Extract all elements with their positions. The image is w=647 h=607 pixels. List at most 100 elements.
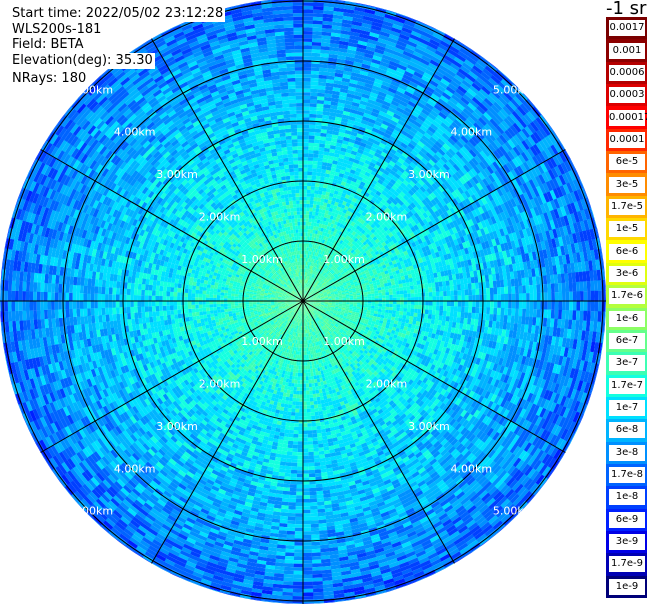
radar-cell xyxy=(267,302,271,304)
radar-cell xyxy=(293,296,297,299)
radar-cell xyxy=(282,205,287,210)
radar-cell xyxy=(297,296,301,299)
radar-cell xyxy=(304,294,306,298)
radar-cell xyxy=(309,309,313,312)
radar-cell xyxy=(310,301,314,303)
radar-cell xyxy=(296,302,300,304)
radar-cell xyxy=(308,294,312,297)
radar-cell xyxy=(304,294,306,298)
radar-cell xyxy=(305,380,309,384)
radar-cell xyxy=(297,296,301,299)
radar-cell xyxy=(297,287,300,291)
radar-cell xyxy=(209,304,214,308)
radar-cell xyxy=(306,390,310,395)
radar-cell xyxy=(293,383,298,388)
radar-cell xyxy=(295,300,300,301)
radar-cell xyxy=(305,295,308,299)
radar-cell xyxy=(305,291,308,295)
radar-cell xyxy=(295,306,299,310)
radar-cell xyxy=(289,303,293,305)
radar-cell xyxy=(308,214,313,219)
radar-cell xyxy=(306,298,310,300)
radar-cell xyxy=(342,298,347,300)
radar-cell xyxy=(292,299,296,300)
radar-cell xyxy=(295,293,299,296)
radar-cell xyxy=(305,303,309,306)
radar-cell xyxy=(310,299,314,301)
radar-cell xyxy=(308,310,312,314)
radar-cell xyxy=(305,290,307,295)
radar-cell xyxy=(311,307,315,310)
radar-cell xyxy=(310,308,313,312)
radar-cell xyxy=(399,307,404,312)
radar-cell xyxy=(304,286,306,291)
radar-cell xyxy=(304,247,307,251)
radar-cell xyxy=(374,306,379,309)
radar-cell xyxy=(311,286,315,290)
radar-cell xyxy=(305,296,309,299)
radar-cell xyxy=(224,292,228,296)
radar-cell xyxy=(349,302,354,305)
radar-cell xyxy=(301,304,303,308)
radar-cell xyxy=(304,290,306,295)
radar-cell xyxy=(227,306,232,309)
radar-cell xyxy=(307,306,310,310)
radar-cell xyxy=(356,297,361,300)
radar-cell xyxy=(378,303,383,307)
radar-cell xyxy=(317,301,321,303)
radar-cell xyxy=(367,293,372,297)
radar-cell xyxy=(309,284,312,289)
radar-cell xyxy=(220,309,225,313)
radar-cell xyxy=(291,292,295,295)
radar-cell xyxy=(304,308,306,312)
radar-cell xyxy=(308,222,312,226)
radar-cell xyxy=(205,294,210,298)
radar-cell xyxy=(292,308,296,312)
radar-cell xyxy=(309,211,313,216)
radar-cell xyxy=(306,299,310,301)
radar-cell xyxy=(317,304,321,306)
radar-cell xyxy=(224,306,228,310)
radar-cell xyxy=(292,298,296,300)
radar-cell xyxy=(290,305,294,308)
radar-cell xyxy=(291,307,295,311)
radar-cell xyxy=(400,301,404,305)
radar-cell xyxy=(309,365,313,369)
radar-cell xyxy=(293,289,297,293)
radar-cell xyxy=(293,303,297,306)
radar-cell xyxy=(367,291,371,295)
radar-cell xyxy=(300,307,302,312)
radar-cell xyxy=(231,308,236,311)
radar-cell xyxy=(309,394,314,398)
radar-cell xyxy=(300,333,302,337)
radar-cell xyxy=(305,303,309,307)
radar-cell xyxy=(252,297,257,300)
radar-cell xyxy=(306,298,310,300)
radar-cell xyxy=(301,304,303,308)
radar-cell xyxy=(305,376,309,381)
radar-cell xyxy=(300,294,302,298)
radar-cell xyxy=(293,390,297,395)
radar-cell xyxy=(297,221,301,226)
radar-cell xyxy=(306,283,308,288)
radar-cell xyxy=(296,299,300,301)
radar-cell xyxy=(238,296,242,299)
radar-cell xyxy=(313,297,318,299)
radar-cell xyxy=(288,299,293,300)
radar-cell xyxy=(313,304,317,306)
radar-cell xyxy=(313,301,318,302)
radar-cell xyxy=(292,394,297,398)
radar-cell xyxy=(314,290,318,293)
radar-cell xyxy=(300,286,302,291)
radar-cell xyxy=(303,308,305,312)
radar-cell xyxy=(206,287,211,292)
radar-cell xyxy=(308,305,311,309)
radar-cell xyxy=(306,302,310,304)
radar-cell xyxy=(298,303,301,307)
radar-cell xyxy=(367,303,372,306)
radar-cell xyxy=(295,301,300,302)
radar-cell xyxy=(288,301,293,303)
radar-cell xyxy=(374,293,379,296)
radar-cell xyxy=(388,291,393,295)
radar-cell xyxy=(292,297,297,299)
